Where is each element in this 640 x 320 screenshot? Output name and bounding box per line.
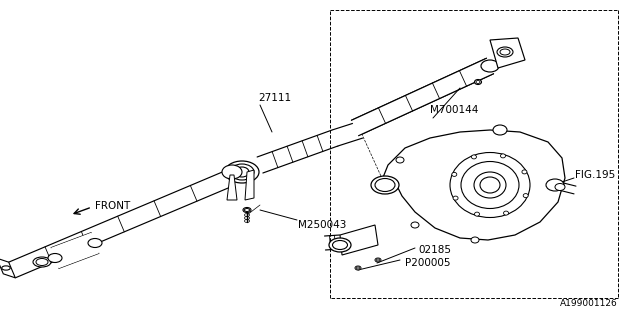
Text: A199001126: A199001126 [560, 299, 618, 308]
Ellipse shape [474, 172, 506, 198]
Ellipse shape [471, 237, 479, 243]
Ellipse shape [33, 257, 51, 267]
Text: P200005: P200005 [405, 258, 451, 268]
Ellipse shape [474, 212, 479, 216]
Ellipse shape [371, 176, 399, 194]
Ellipse shape [546, 179, 564, 191]
Ellipse shape [88, 238, 102, 247]
Text: FRONT: FRONT [95, 201, 131, 211]
Ellipse shape [472, 155, 476, 159]
Polygon shape [351, 58, 493, 136]
Polygon shape [257, 130, 338, 173]
Ellipse shape [500, 154, 506, 158]
Ellipse shape [356, 267, 360, 269]
Ellipse shape [2, 266, 10, 270]
Polygon shape [0, 258, 15, 278]
Polygon shape [380, 130, 565, 240]
Ellipse shape [461, 162, 519, 209]
Ellipse shape [474, 79, 481, 84]
Ellipse shape [333, 241, 348, 250]
Ellipse shape [497, 47, 513, 57]
Ellipse shape [48, 253, 62, 262]
Text: 02185: 02185 [418, 245, 451, 255]
Ellipse shape [481, 60, 499, 72]
Ellipse shape [504, 211, 509, 215]
Ellipse shape [522, 170, 527, 174]
Ellipse shape [480, 177, 500, 193]
Polygon shape [9, 170, 234, 278]
Ellipse shape [493, 125, 507, 135]
Ellipse shape [355, 266, 361, 270]
Ellipse shape [452, 172, 457, 176]
Ellipse shape [524, 194, 528, 198]
Text: M700144: M700144 [430, 105, 478, 115]
Ellipse shape [411, 222, 419, 228]
Ellipse shape [225, 161, 259, 183]
Polygon shape [324, 235, 340, 250]
Text: M250043: M250043 [298, 220, 346, 230]
Ellipse shape [36, 259, 48, 266]
Ellipse shape [450, 153, 530, 218]
Ellipse shape [235, 167, 249, 177]
Text: FIG.195: FIG.195 [575, 170, 615, 180]
Text: 27111: 27111 [258, 93, 291, 103]
Polygon shape [554, 181, 576, 194]
Ellipse shape [555, 183, 565, 190]
Ellipse shape [476, 81, 480, 84]
Ellipse shape [329, 238, 351, 252]
Polygon shape [340, 225, 378, 255]
Ellipse shape [375, 179, 395, 191]
Polygon shape [351, 58, 493, 136]
Polygon shape [227, 175, 237, 200]
Ellipse shape [244, 209, 250, 212]
Polygon shape [490, 38, 525, 68]
Ellipse shape [375, 258, 381, 262]
Polygon shape [51, 233, 99, 268]
Ellipse shape [453, 196, 458, 200]
Ellipse shape [500, 49, 510, 55]
Ellipse shape [376, 259, 380, 261]
Polygon shape [332, 122, 363, 146]
Ellipse shape [222, 165, 242, 179]
Polygon shape [245, 170, 254, 200]
Ellipse shape [243, 207, 251, 212]
Ellipse shape [230, 164, 254, 180]
Ellipse shape [396, 157, 404, 163]
